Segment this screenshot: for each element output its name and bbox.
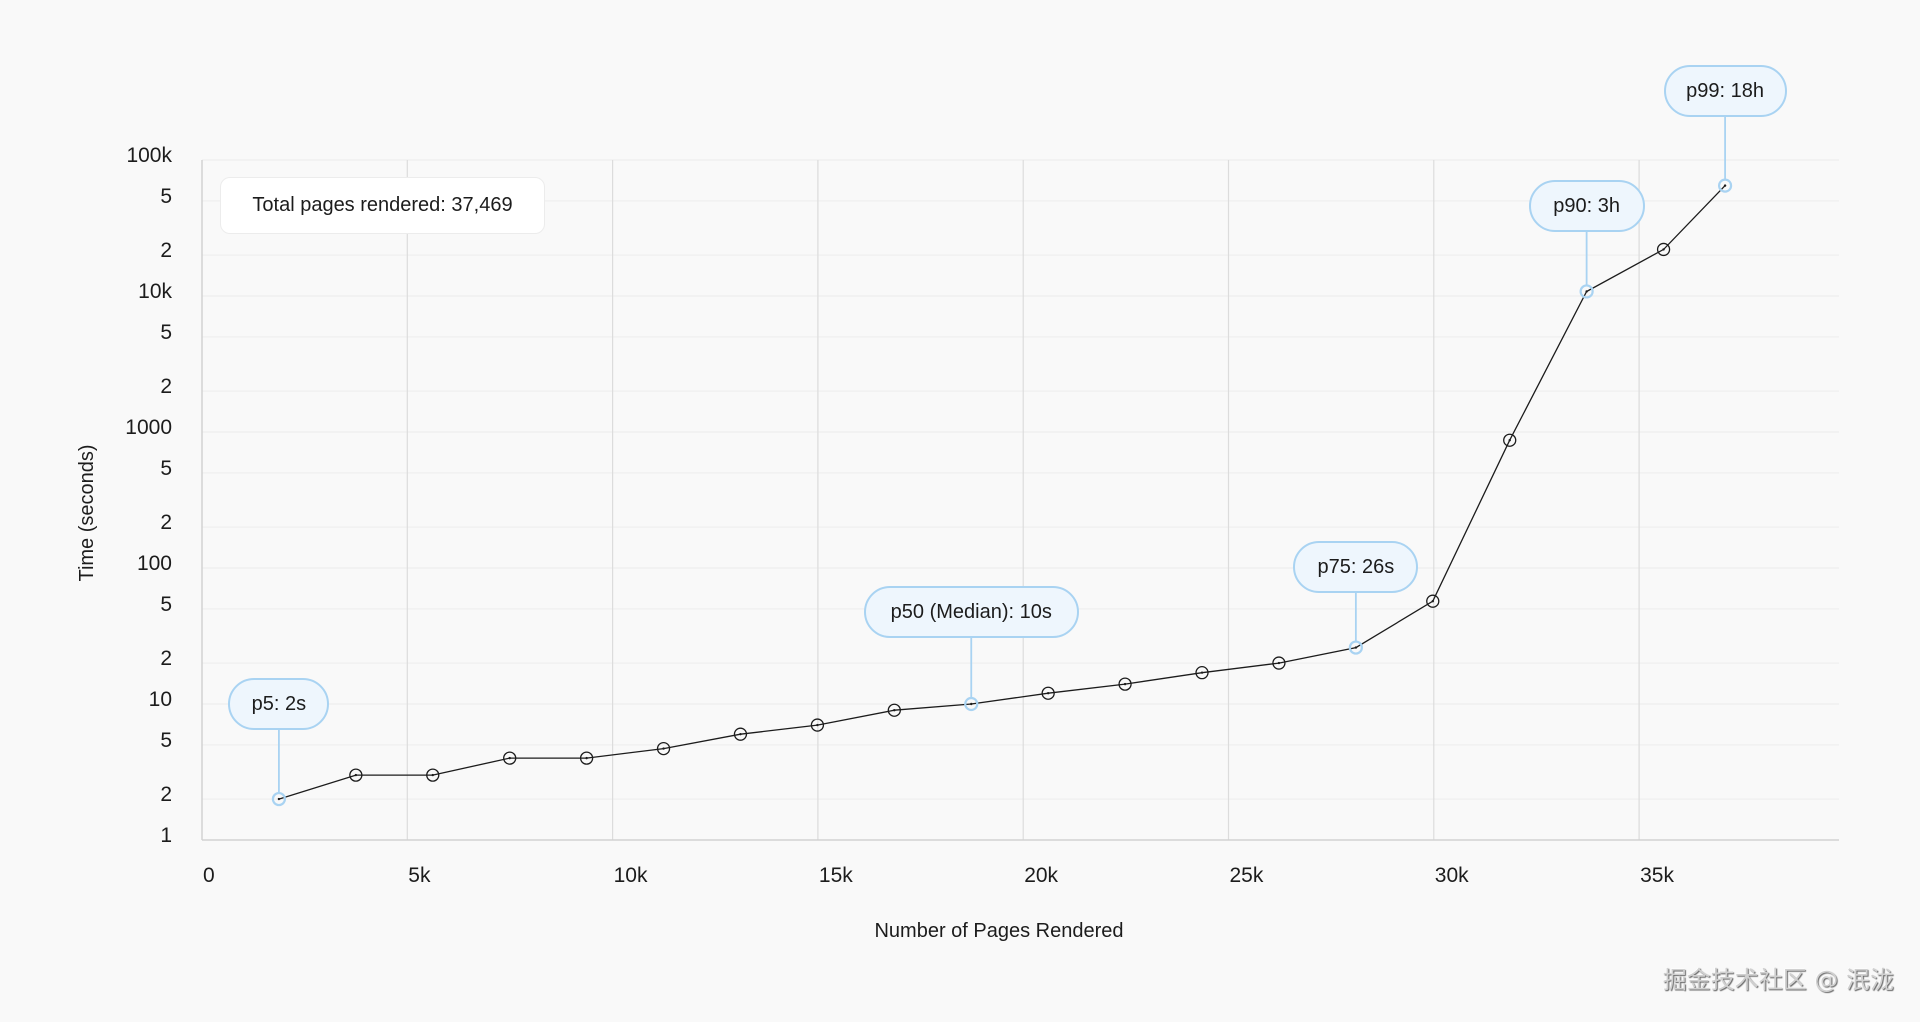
annotation-label: p50 (Median): 10s	[890, 600, 1052, 623]
highlighted-data-point-p75	[1348, 640, 1363, 655]
y-tick-label: 100k	[126, 144, 172, 167]
data-point-p15	[426, 768, 440, 782]
annotation-label: p75: 26s	[1317, 555, 1395, 578]
data-point-p35	[733, 727, 748, 741]
data-line	[278, 185, 1726, 800]
y-tick-label: 10k	[138, 280, 172, 303]
data-point-center	[585, 756, 588, 760]
data-point-center	[1046, 692, 1050, 695]
data-point-p85	[1503, 433, 1517, 447]
annotation-label: p5: 2s	[251, 692, 307, 715]
data-point-center	[970, 702, 973, 706]
grid-lines	[202, 159, 1839, 840]
annotation-bubble: p90: 3h	[1528, 180, 1645, 232]
data-point-p30	[656, 741, 671, 756]
y-tick-label: 2	[160, 647, 172, 670]
data-point-p45	[887, 703, 901, 717]
annotation-bubble: p75: 26s	[1293, 541, 1419, 593]
data-point-p60	[1118, 677, 1132, 691]
data-point-center	[1123, 682, 1127, 686]
highlighted-data-point-p50	[964, 696, 979, 712]
watermark: 掘金技术社区 @ 泯泷	[1662, 966, 1894, 994]
data-point-p55	[1041, 686, 1055, 700]
data-point-center	[1277, 661, 1281, 665]
y-axis-tick-labels: 1 2 5 10 2 5 100 2 5 1000 2 5 10k 2 5 100k	[125, 144, 172, 847]
data-point-center	[508, 756, 511, 760]
data-point-center	[1585, 290, 1588, 293]
total-pages-info-box: Total pages rendered: 37,469	[220, 177, 545, 234]
y-tick-label: 1	[160, 824, 172, 847]
data-point-p25	[579, 751, 594, 765]
y-tick-label: 5	[160, 457, 172, 480]
x-axis-tick-labels: 0 5k 10k 15k 20k 25k 30k 35k	[203, 864, 1674, 887]
data-point-p65	[1195, 666, 1209, 680]
x-axis-title: Number of Pages Rendered	[874, 920, 1123, 942]
x-tick-label: 0	[203, 864, 215, 887]
data-point-p20	[503, 751, 517, 765]
highlighted-data-point-p5	[271, 791, 287, 807]
annotation-label: p90: 3h	[1553, 194, 1620, 217]
x-tick-label: 15k	[819, 864, 853, 887]
total-pages-label: Total pages rendered: 37,469	[252, 194, 513, 216]
highlighted-data-point-p90	[1579, 284, 1594, 299]
x-tick-label: 35k	[1640, 864, 1674, 887]
y-tick-label: 1000	[125, 416, 172, 439]
data-point-center	[1431, 600, 1434, 603]
annotation-pointers	[278, 117, 1726, 794]
data-point-center	[662, 747, 665, 750]
data-point-center	[431, 773, 434, 777]
data-point-p40	[810, 718, 825, 732]
x-tick-label: 10k	[614, 864, 648, 887]
data-point-center	[1354, 646, 1358, 649]
data-point-center	[1723, 184, 1727, 187]
annotation-bubble: p99: 18h	[1663, 65, 1787, 117]
data-point-center	[277, 797, 281, 801]
data-point-center	[1200, 671, 1204, 674]
y-tick-label: 5	[160, 593, 172, 616]
data-point-p95	[1656, 242, 1671, 257]
data-point-p80	[1426, 594, 1440, 608]
highlighted-data-point-p99	[1717, 178, 1733, 193]
annotation-bubble: p5: 2s	[228, 678, 330, 730]
y-tick-label: 2	[160, 239, 172, 262]
x-tick-label: 5k	[408, 864, 431, 887]
y-tick-label: 10	[149, 688, 172, 711]
data-point-center	[1662, 248, 1665, 251]
series-line	[278, 185, 1726, 800]
data-point-center	[1508, 439, 1511, 442]
data-point-center	[739, 732, 742, 736]
y-tick-label: 5	[160, 729, 172, 752]
data-point-center	[816, 723, 819, 727]
y-tick-label: 5	[160, 185, 172, 208]
y-tick-label: 2	[160, 783, 172, 806]
annotation-bubble: p50 (Median): 10s	[863, 586, 1079, 638]
annotation-label: p99: 18h	[1686, 79, 1764, 102]
data-markers	[271, 178, 1733, 807]
axes	[201, 160, 1839, 841]
y-tick-label: 2	[160, 511, 172, 534]
y-tick-label: 2	[160, 375, 172, 398]
y-tick-label: 5	[160, 321, 172, 344]
data-point-p10	[349, 768, 363, 782]
x-tick-label: 25k	[1230, 864, 1264, 887]
data-point-center	[354, 773, 358, 777]
x-tick-label: 30k	[1435, 864, 1469, 887]
data-point-center	[893, 709, 896, 712]
data-point-p70	[1272, 656, 1286, 670]
y-tick-label: 100	[137, 552, 172, 575]
y-axis-title: Time (seconds)	[76, 444, 98, 581]
x-tick-label: 20k	[1024, 864, 1058, 887]
